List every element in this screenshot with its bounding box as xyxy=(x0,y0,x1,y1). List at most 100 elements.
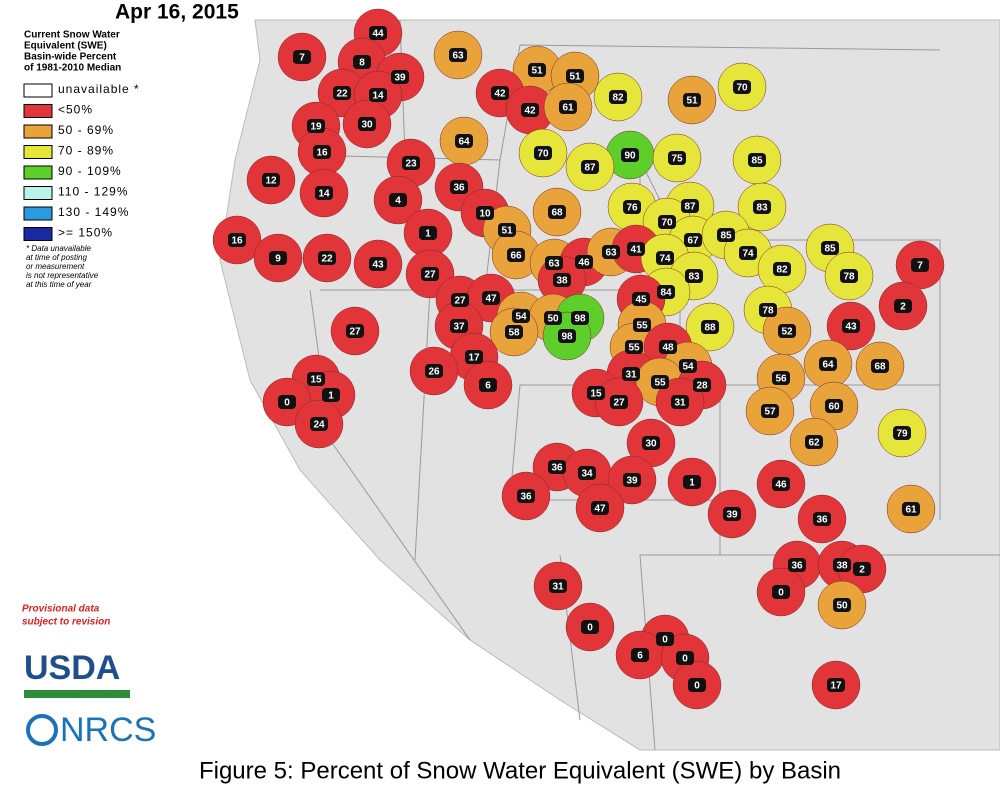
basin-label-box xyxy=(621,148,639,162)
basin-label: 51 xyxy=(569,72,581,83)
basin-label-box xyxy=(676,651,694,665)
basin-label: 84 xyxy=(660,288,672,299)
basin-label-box xyxy=(602,245,620,259)
basin-label: 98 xyxy=(561,332,573,343)
basin-label-box xyxy=(623,200,641,214)
basin-label-box xyxy=(369,257,387,271)
basin-label-box xyxy=(701,320,719,334)
basin-label: 70 xyxy=(661,218,673,229)
basin-label-box xyxy=(558,329,576,343)
basin-label: 62 xyxy=(808,438,820,449)
basin-label: 63 xyxy=(548,259,560,270)
basin-label-box xyxy=(609,90,627,104)
basin-label: 87 xyxy=(684,202,696,213)
basin-label: 41 xyxy=(630,245,642,256)
basin-label-box xyxy=(683,475,701,489)
basin-label: 6 xyxy=(637,651,643,662)
basin-label: 82 xyxy=(776,265,788,276)
legend-label: 110 - 129% xyxy=(58,185,129,199)
basin-label-box xyxy=(656,632,674,646)
basin-label-box xyxy=(842,319,860,333)
legend-swatch xyxy=(23,145,53,159)
basin-label-box xyxy=(402,156,420,170)
basin-label: 46 xyxy=(775,480,787,491)
basin-label: 36 xyxy=(453,183,465,194)
basin-label: 39 xyxy=(626,476,638,487)
basin-label-box xyxy=(528,63,546,77)
basin-label-box xyxy=(307,372,325,386)
basin-label-box xyxy=(581,160,599,174)
basin-label-box xyxy=(659,340,677,354)
basin-label-box xyxy=(549,579,567,593)
basin-label: 68 xyxy=(874,362,886,373)
logo-band xyxy=(24,690,130,698)
basin-label: 68 xyxy=(551,208,563,219)
basin-label: 75 xyxy=(671,154,683,165)
basin-label-box xyxy=(679,359,697,373)
basin-label-box xyxy=(482,291,500,305)
basin-label-box xyxy=(262,173,280,187)
basin-label: 31 xyxy=(552,582,564,593)
basin-label-box xyxy=(656,251,674,265)
logo-usda: USDA xyxy=(24,649,120,687)
basin-label: 39 xyxy=(394,73,406,84)
basin-label-box xyxy=(449,48,467,62)
basin-label: 63 xyxy=(452,51,464,62)
basin-label-box xyxy=(833,558,851,572)
legend-note: * Data unavailable xyxy=(26,244,91,253)
basin-label-box xyxy=(894,299,912,313)
basin-label-box xyxy=(505,325,523,339)
basin-label: 12 xyxy=(265,176,277,187)
basin-label-box xyxy=(521,103,539,117)
basin-label: 55 xyxy=(636,321,648,332)
basin-label: 55 xyxy=(628,343,640,354)
basin-label: 51 xyxy=(531,66,543,77)
basin-label-box xyxy=(772,477,790,491)
basin-label-box xyxy=(813,512,831,526)
basin-label: 7 xyxy=(299,53,305,64)
basin-label: 30 xyxy=(645,439,657,450)
basin-label: 38 xyxy=(836,561,848,572)
basin-label-box xyxy=(517,489,535,503)
basin-label: 43 xyxy=(372,260,384,271)
basin-label: 85 xyxy=(720,231,732,242)
basin-label: 55 xyxy=(654,378,666,389)
basin-label-box xyxy=(548,460,566,474)
basin-label-box xyxy=(840,269,858,283)
basin-label-box xyxy=(625,340,643,354)
basin-label: 46 xyxy=(578,258,590,269)
legend-label: 70 - 89% xyxy=(58,144,114,158)
basin-label-box xyxy=(772,371,790,385)
basin-label: 9 xyxy=(275,254,281,265)
basin-label-box xyxy=(748,153,766,167)
basin-label-box xyxy=(902,502,920,516)
basin-label: 7 xyxy=(917,261,923,272)
basin-label-box xyxy=(578,466,596,480)
basin-label-box xyxy=(587,386,605,400)
basin-label: 28 xyxy=(696,381,708,392)
basin-label: 74 xyxy=(742,249,754,260)
basin-label-box xyxy=(389,193,407,207)
basin-label: 74 xyxy=(659,254,671,265)
basin-label-box xyxy=(346,324,364,338)
legend-swatch xyxy=(23,227,53,241)
basin-label: 16 xyxy=(231,236,243,247)
legend-note: is not representative xyxy=(26,271,99,280)
basin-label: 15 xyxy=(590,389,602,400)
basin-label: 14 xyxy=(372,91,384,102)
basin-label: 61 xyxy=(905,505,917,516)
basin-label: 22 xyxy=(336,89,348,100)
basin-label-box xyxy=(853,562,871,576)
legend-swatch xyxy=(23,186,53,200)
basin-label: 17 xyxy=(468,353,480,364)
basin-label-box xyxy=(833,598,851,612)
caption-bg xyxy=(0,752,1000,788)
basin-label-box xyxy=(450,319,468,333)
basin-label-box xyxy=(307,119,325,133)
basin-label-box xyxy=(723,507,741,521)
basin-label-box xyxy=(642,436,660,450)
basin-label: 43 xyxy=(845,322,857,333)
basin-label: 19 xyxy=(310,122,322,133)
basin-label: 30 xyxy=(361,120,373,131)
logo-drop xyxy=(26,714,58,746)
